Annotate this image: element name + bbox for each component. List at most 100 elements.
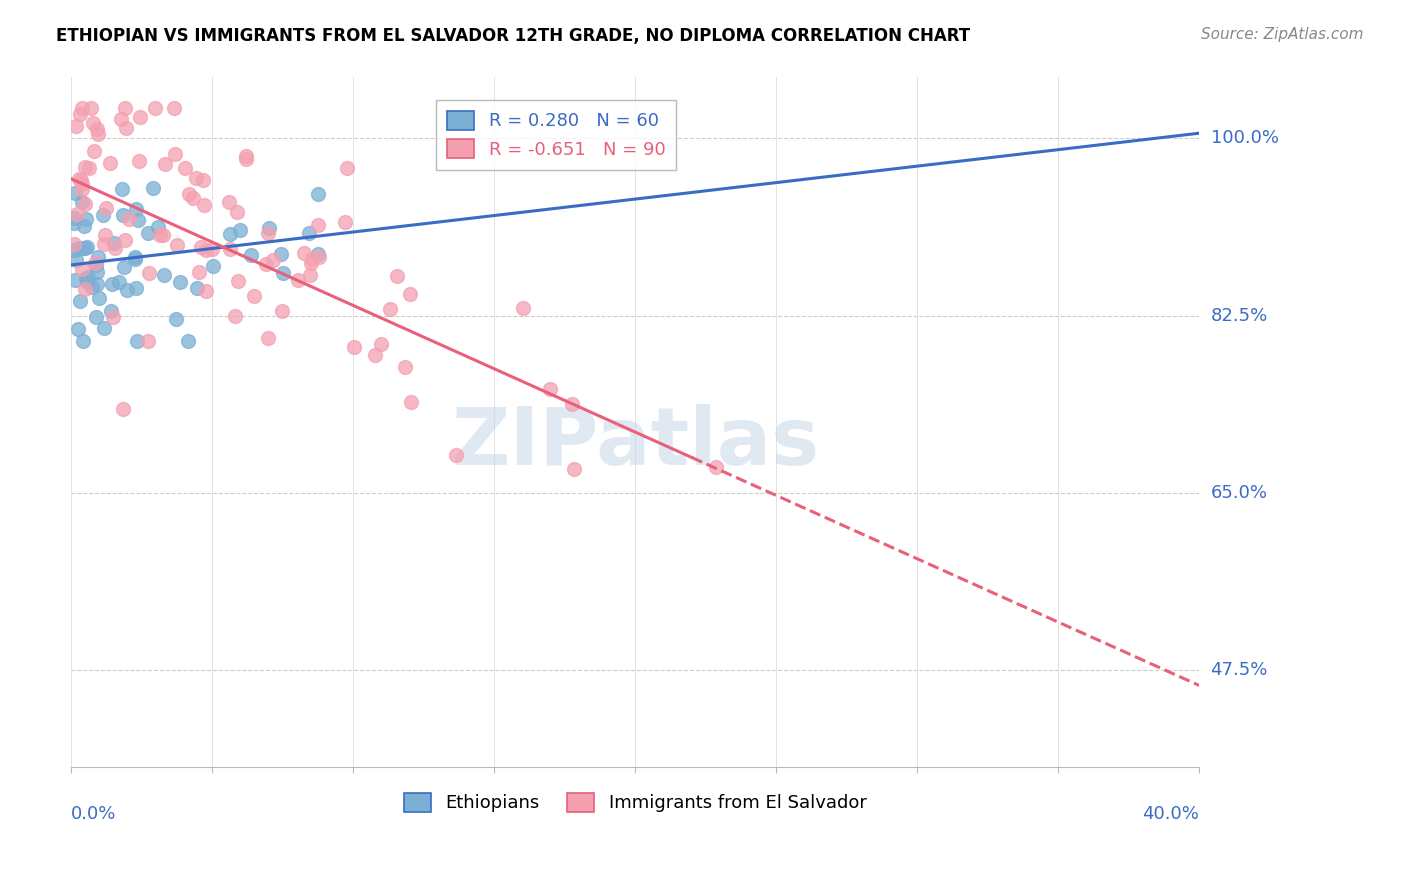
Point [512, 301, 534, 316]
Point [128, 153, 150, 168]
Point [270, 247, 292, 261]
Point [66, 322, 89, 336]
Point [262, 253, 284, 268]
Point [70, 173, 93, 187]
Point [80, 101, 103, 115]
Point [94, 227, 117, 242]
Point [342, 340, 364, 354]
Text: 65.0%: 65.0% [1211, 484, 1268, 502]
Point [174, 161, 197, 175]
Point [93, 208, 115, 222]
Point [561, 397, 583, 411]
Point [257, 221, 280, 235]
Point [127, 213, 149, 227]
Point [124, 202, 146, 217]
Text: 82.5%: 82.5% [1211, 307, 1268, 325]
Point [103, 236, 125, 251]
Point [65, 119, 87, 133]
Point [229, 223, 252, 237]
Point [101, 277, 124, 291]
Point [73, 197, 96, 211]
Text: ETHIOPIAN VS IMMIGRANTS FROM EL SALVADOR 12TH GRADE, NO DIPLOMA CORRELATION CHAR: ETHIOPIAN VS IMMIGRANTS FROM EL SALVADOR… [56, 27, 970, 45]
Point [166, 312, 188, 326]
Point [226, 204, 249, 219]
Point [254, 257, 277, 271]
Point [335, 215, 357, 229]
Point [256, 226, 278, 240]
Point [70, 182, 93, 196]
Point [114, 101, 136, 115]
Point [129, 110, 152, 124]
Point [138, 266, 160, 280]
Point [83, 145, 105, 159]
Point [93, 321, 115, 335]
Point [63, 273, 86, 287]
Point [177, 187, 200, 202]
Point [188, 265, 211, 279]
Point [385, 268, 408, 283]
Point [301, 252, 323, 266]
Point [219, 227, 242, 242]
Point [184, 170, 207, 185]
Point [292, 245, 315, 260]
Point [298, 226, 321, 240]
Point [86, 265, 108, 279]
Point [75, 271, 97, 285]
Text: 100.0%: 100.0% [1211, 129, 1278, 147]
Point [399, 395, 422, 409]
Point [240, 247, 263, 261]
Point [75, 241, 97, 255]
Point [308, 251, 330, 265]
Point [65, 243, 87, 257]
Point [307, 186, 329, 201]
Point [562, 462, 585, 476]
Point [73, 219, 96, 233]
Point [202, 259, 225, 273]
Point [65, 253, 87, 268]
Point [363, 348, 385, 362]
Point [115, 284, 138, 298]
Point [87, 127, 110, 141]
Point [136, 226, 159, 240]
Point [98, 156, 121, 170]
Point [163, 146, 186, 161]
Point [67, 172, 90, 186]
Point [72, 334, 94, 348]
Point [235, 149, 257, 163]
Point [152, 228, 174, 243]
Point [183, 191, 205, 205]
Point [273, 266, 295, 280]
Point [307, 218, 329, 232]
Point [257, 331, 280, 345]
Point [93, 237, 115, 252]
Point [370, 336, 392, 351]
Point [82, 279, 104, 293]
Point [136, 334, 159, 348]
Point [153, 268, 176, 282]
Point [86, 277, 108, 291]
Point [100, 303, 122, 318]
Point [243, 289, 266, 303]
Point [70, 101, 93, 115]
Point [336, 161, 359, 175]
Text: 40.0%: 40.0% [1143, 805, 1199, 823]
Point [84, 256, 107, 270]
Text: 47.5%: 47.5% [1211, 661, 1268, 680]
Point [124, 250, 146, 264]
Point [538, 382, 561, 396]
Point [111, 401, 134, 416]
Point [127, 334, 149, 348]
Point [72, 241, 94, 255]
Point [70, 194, 93, 209]
Point [101, 310, 124, 324]
Point [111, 208, 134, 222]
Point [70, 262, 93, 277]
Point [124, 252, 146, 267]
Point [201, 243, 224, 257]
Point [63, 216, 86, 230]
Point [298, 268, 321, 283]
Point [193, 197, 215, 211]
Point [118, 211, 141, 226]
Point [143, 101, 166, 115]
Point [195, 284, 218, 298]
